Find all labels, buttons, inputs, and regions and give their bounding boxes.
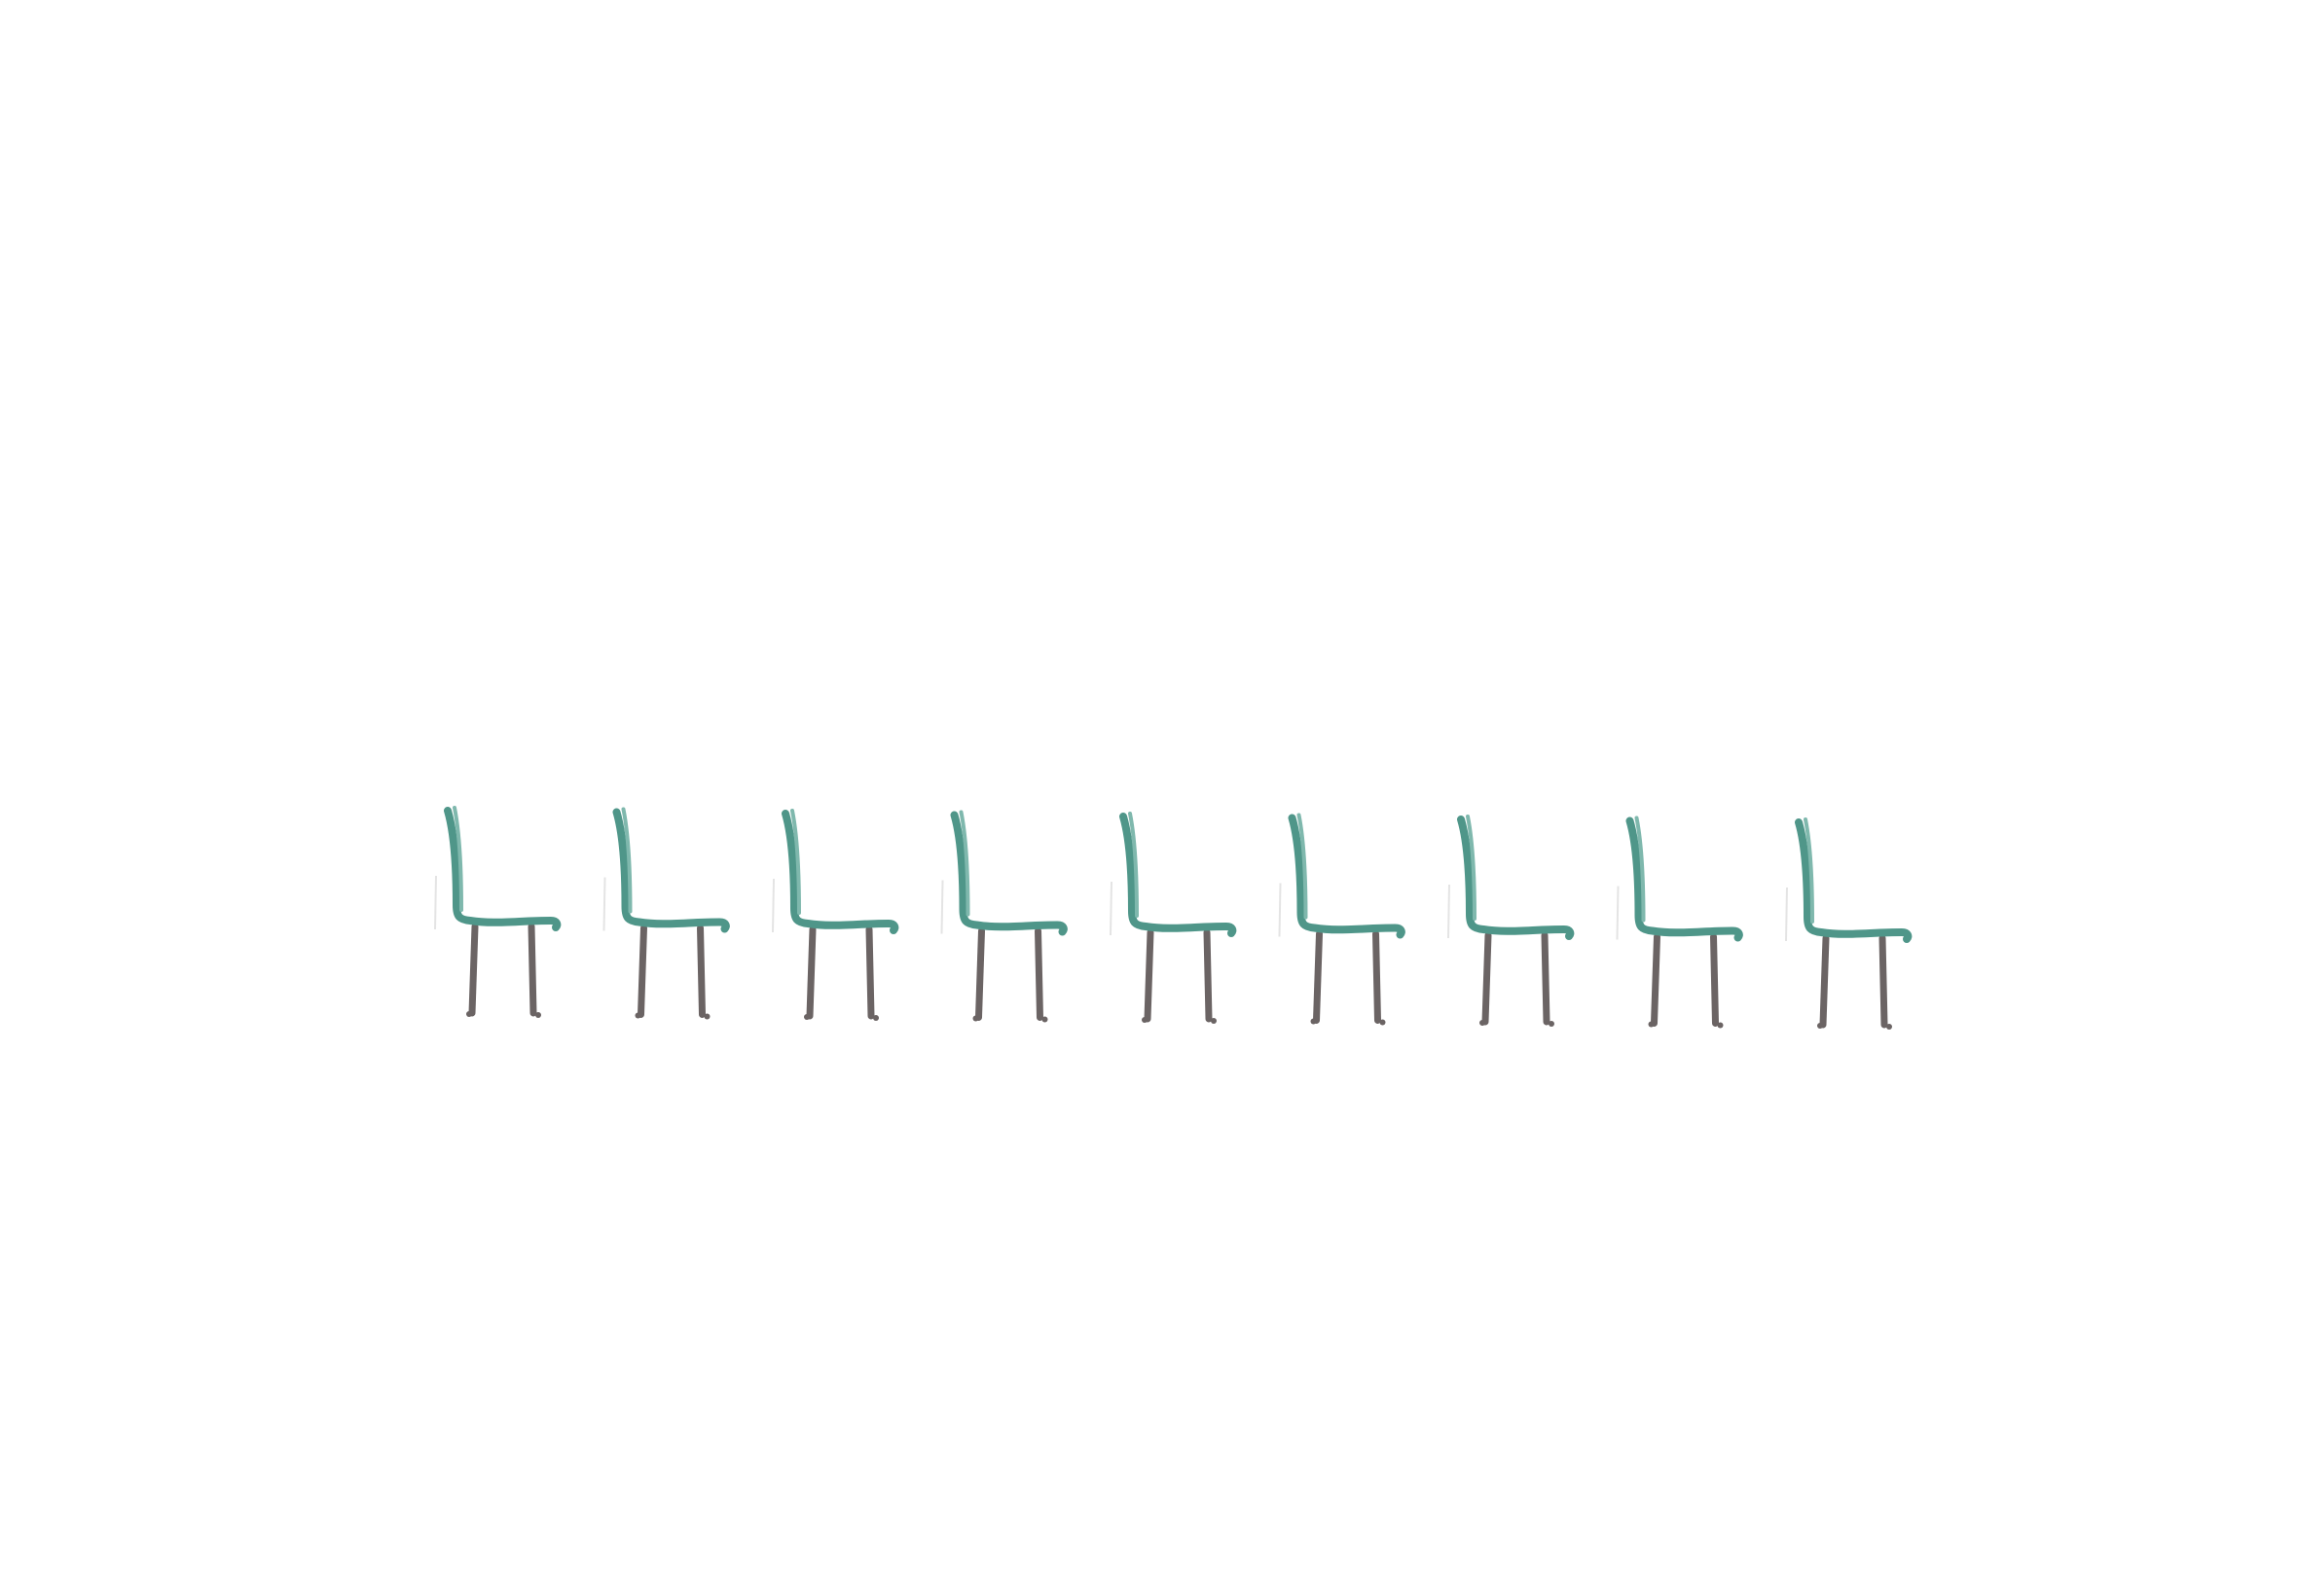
chair-foot: [635, 1012, 641, 1019]
chair-icon: [1616, 816, 1743, 1029]
chair-icon: [1447, 815, 1575, 1027]
chair-front-leg: [1313, 930, 1323, 1024]
chair-backrest-highlight: [959, 810, 970, 917]
chair-foot: [1211, 1018, 1217, 1024]
chair-front-leg: [1144, 928, 1154, 1023]
chair-back-leg: [697, 925, 706, 1018]
chair-foot: [1142, 1017, 1148, 1023]
chair-front-leg: [468, 923, 479, 1017]
sketch-mark: [940, 880, 944, 934]
chair-backrest-highlight: [1128, 812, 1139, 918]
sketch-mark: [1616, 886, 1620, 940]
chair-backrest-highlight: [1804, 817, 1814, 924]
chair-backrest-highlight: [453, 806, 463, 912]
chair-icon: [602, 807, 730, 1020]
chair-backrest-seat: [1625, 816, 1743, 942]
chair-foot: [1379, 1019, 1386, 1026]
chair-foot: [535, 1012, 541, 1018]
chair-foot: [1479, 1020, 1485, 1026]
chair-foot: [704, 1013, 711, 1020]
chair-backrest-highlight: [621, 807, 633, 914]
chair-backrest-seat: [1288, 814, 1405, 939]
chair-backrest-highlight: [790, 809, 801, 915]
chair-front-leg: [806, 925, 817, 1020]
chair-front-leg: [1651, 933, 1660, 1027]
chair-back-leg: [528, 923, 537, 1017]
chair-front-leg: [975, 927, 985, 1021]
chair-back-leg: [1372, 930, 1381, 1024]
chair-back-leg: [865, 925, 875, 1020]
chair-backrest-seat: [1457, 816, 1575, 940]
sketch-mark: [1447, 884, 1450, 939]
chair-back-leg: [1710, 933, 1719, 1027]
chair-back-leg: [1035, 927, 1043, 1021]
chair-backrest-seat: [782, 810, 899, 934]
chair-backrest-seat: [1119, 813, 1237, 937]
chair-foot: [873, 1015, 879, 1021]
chair-backrest-highlight: [1466, 815, 1477, 921]
chair-icon: [1785, 817, 1913, 1030]
chair-foot: [466, 1011, 472, 1017]
chair-front-leg: [1819, 934, 1830, 1029]
sketch-mark: [1278, 883, 1282, 937]
sketch-mark: [1110, 881, 1112, 936]
chair-backrest-seat: [444, 807, 562, 931]
chair-backrest-seat: [1795, 818, 1913, 943]
chair-front-leg: [1481, 931, 1492, 1026]
chair-foot: [1817, 1023, 1823, 1029]
chair-back-leg: [1203, 928, 1213, 1023]
chair-back-leg: [1878, 934, 1888, 1029]
chair-foot: [1549, 1021, 1554, 1027]
chair-foot: [804, 1014, 810, 1020]
chair-front-leg: [638, 925, 647, 1018]
chair-icon: [772, 809, 899, 1021]
sketch-mark: [434, 875, 437, 930]
sketch-mark: [602, 877, 606, 931]
chair-backrest-seat: [612, 808, 730, 933]
chair-icon: [434, 806, 562, 1018]
sketch-mark: [772, 878, 775, 933]
chair-foot: [1310, 1018, 1317, 1025]
chair-back-leg: [1541, 931, 1550, 1026]
sketch-mark: [1785, 887, 1788, 942]
chair-backrest-seat: [950, 811, 1068, 936]
chair-backrest-highlight: [1634, 816, 1646, 923]
chair-foot: [972, 1015, 979, 1022]
chair-foot: [1041, 1016, 1048, 1023]
chair-foot: [1648, 1021, 1655, 1028]
chair-icon: [940, 810, 1068, 1023]
chair-backrest-highlight: [1296, 813, 1308, 920]
chair-foot: [1886, 1024, 1892, 1030]
chair-icon: [1110, 812, 1237, 1024]
chair-icon: [1278, 813, 1405, 1026]
chair-foot: [1717, 1022, 1724, 1029]
